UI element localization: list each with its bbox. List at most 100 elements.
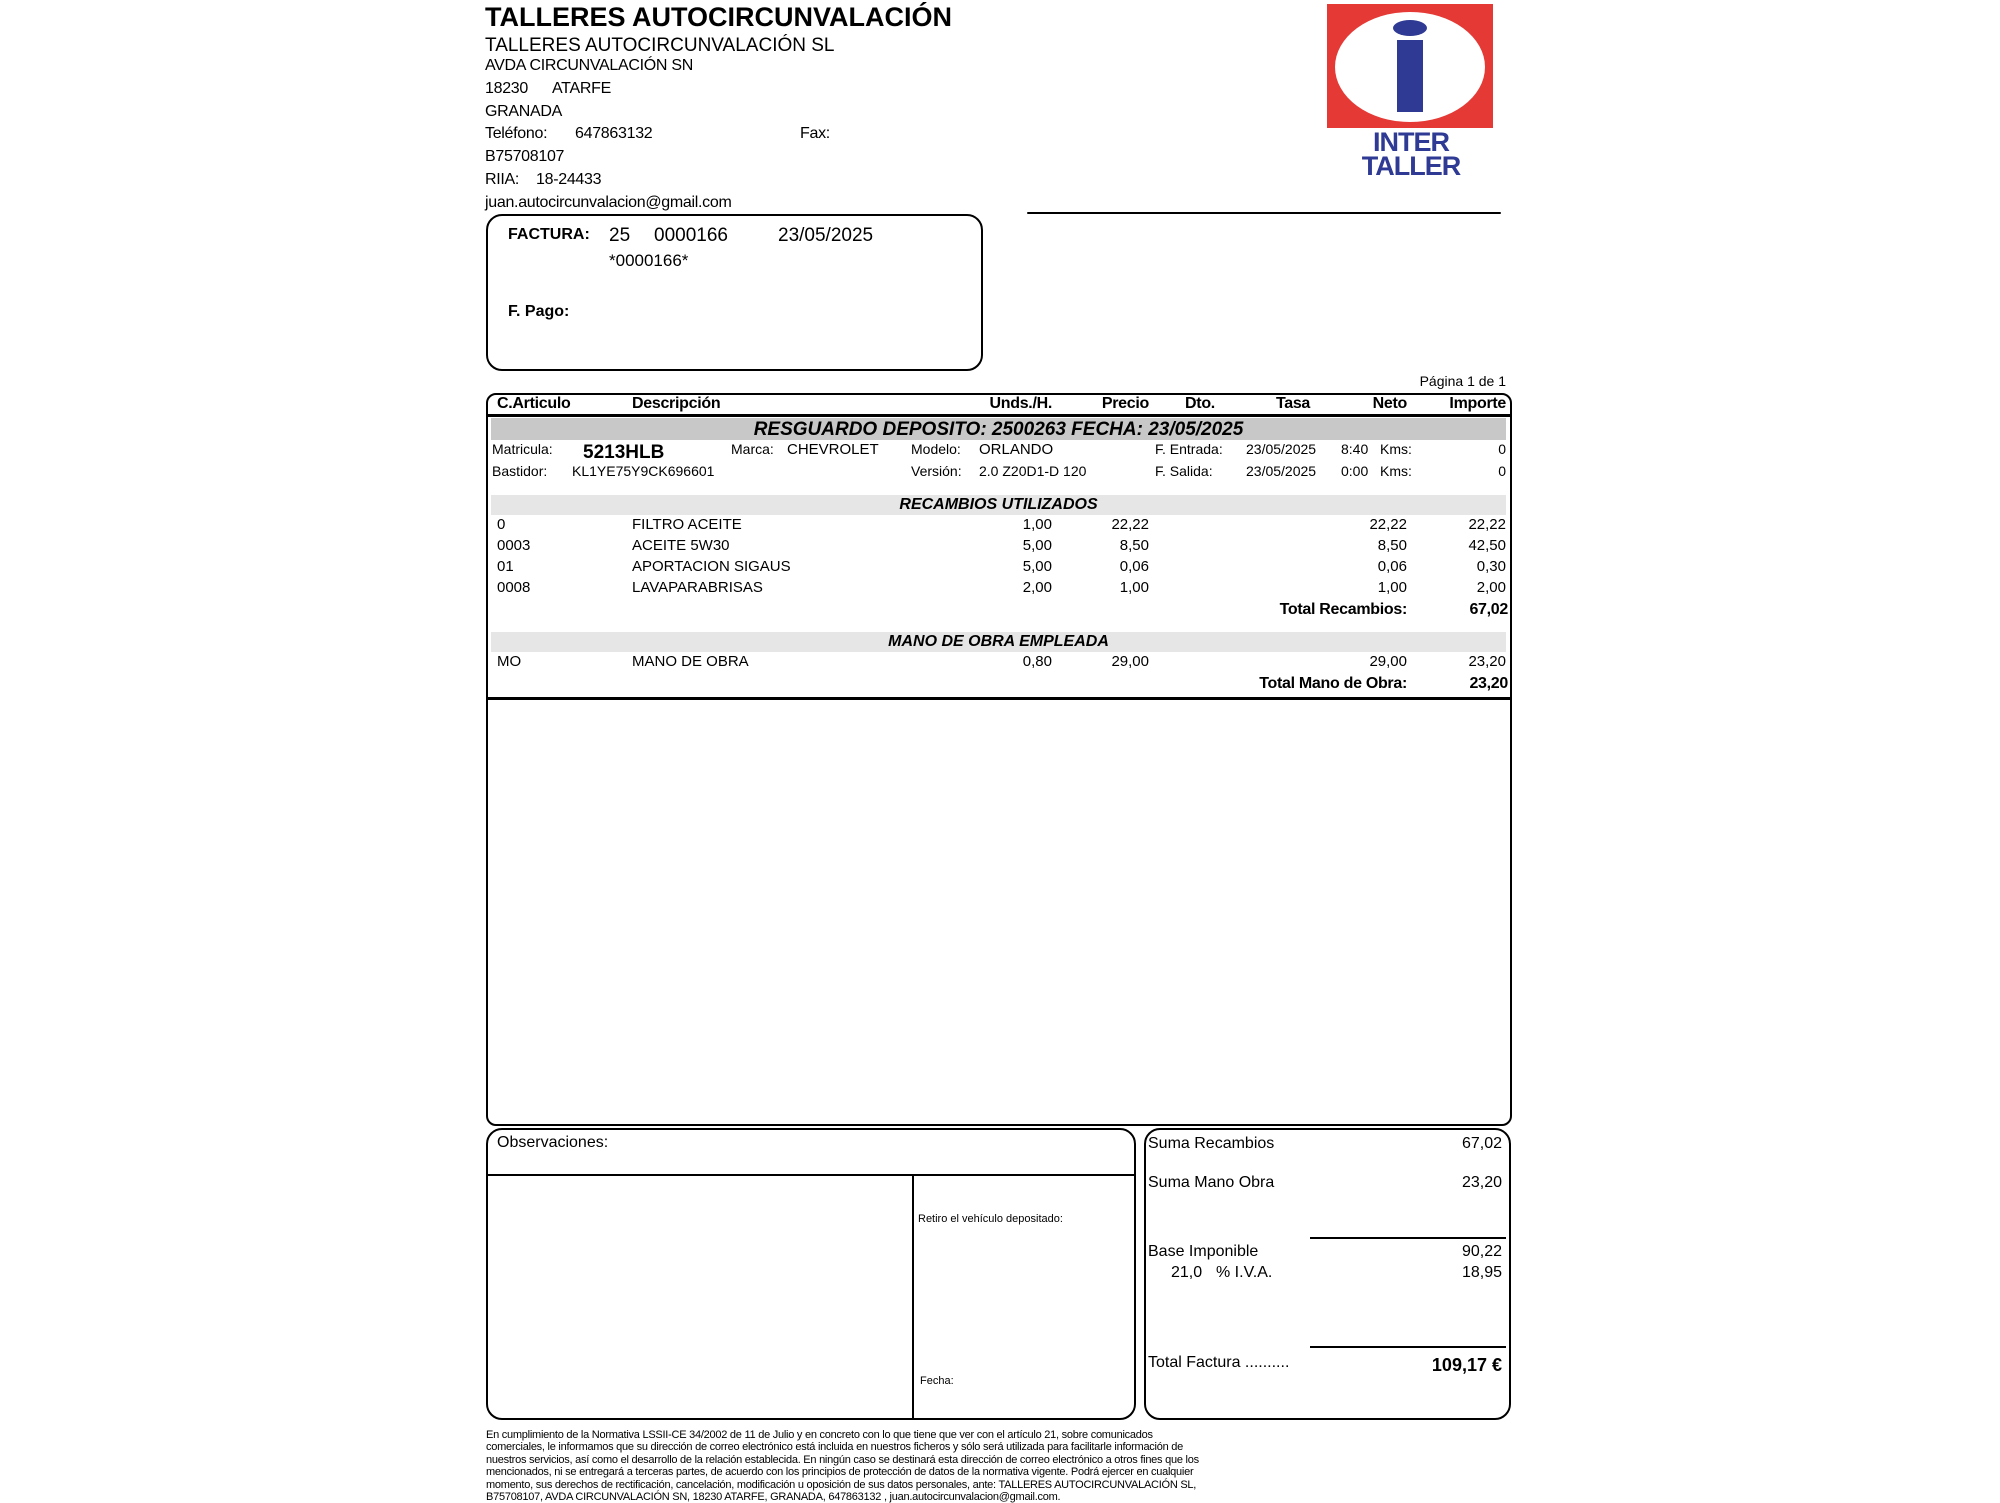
- item-code: 0008: [497, 579, 531, 596]
- company-cif: B75708107: [485, 148, 565, 165]
- entry-kms: 0: [1498, 441, 1506, 457]
- logo-text-inter: INTER: [1373, 127, 1450, 157]
- signature-divider: [912, 1175, 914, 1418]
- header-rate: Tasa: [1275, 395, 1311, 412]
- observations-label: Observaciones:: [497, 1134, 609, 1151]
- company-title: TALLERES AUTOCIRCUNVALACIÓN: [485, 2, 952, 32]
- total-label: Total Factura ..........: [1148, 1354, 1290, 1371]
- deposit-title: RESGUARDO DEPOSITO: 2500263 FECHA: 23/05…: [753, 419, 1244, 440]
- item-description: FILTRO ACEITE: [632, 516, 742, 533]
- observations-box: [486, 1128, 1136, 1420]
- item-net: 0,06: [1377, 558, 1407, 575]
- exit-label: F. Salida:: [1155, 463, 1213, 479]
- summary-box: [1144, 1128, 1511, 1420]
- invoice-series: 25: [609, 225, 631, 246]
- item-code: 0003: [497, 537, 531, 554]
- item-code: 01: [497, 558, 514, 575]
- invoice-box: [486, 214, 983, 371]
- entry-date: 23/05/2025: [1246, 441, 1317, 457]
- item-amount: 23,20: [1468, 653, 1506, 670]
- base-label: Base Imponible: [1148, 1243, 1259, 1260]
- item-units: 2,00: [1022, 579, 1052, 596]
- item-amount: 42,50: [1468, 537, 1506, 554]
- items-end-line: [488, 697, 1510, 700]
- company-postal: 18230: [485, 80, 528, 97]
- exit-kms-label: Kms:: [1380, 463, 1412, 479]
- item-net: 1,00: [1377, 579, 1407, 596]
- vat-rate: 21,0: [1171, 1264, 1203, 1281]
- item-price: 22,22: [1111, 516, 1149, 533]
- header-price: Precio: [1101, 395, 1149, 412]
- vat-label: % I.V.A.: [1216, 1264, 1273, 1281]
- item-code: 0: [497, 516, 506, 533]
- plate: 5213HLB: [583, 442, 665, 463]
- vin: KL1YE75Y9CK696601: [572, 463, 715, 479]
- sum-parts-label: Suma Recambios: [1148, 1135, 1275, 1152]
- total-line: [1310, 1346, 1506, 1348]
- company-province: GRANADA: [485, 103, 563, 120]
- parts-band: [491, 495, 1506, 515]
- legal-notice: En cumplimiento de la Normativa LSSII-CE…: [486, 1429, 1199, 1503]
- payment-label: F. Pago:: [508, 303, 570, 320]
- exit-kms: 0: [1498, 463, 1506, 479]
- item-price: 29,00: [1111, 653, 1149, 670]
- header-net: Neto: [1372, 395, 1408, 412]
- brand: CHEVROLET: [787, 441, 879, 458]
- legal-line: nuestros servicios, así como el desarrol…: [486, 1453, 1199, 1466]
- header-divider: [488, 414, 1510, 417]
- vin-label: Bastidor:: [492, 463, 548, 479]
- item-units: 5,00: [1022, 537, 1052, 554]
- parts-title: RECAMBIOS UTILIZADOS: [899, 496, 1098, 513]
- company-riia: 18-24433: [536, 171, 602, 188]
- company-city: ATARFE: [552, 80, 611, 97]
- labor-total-label: Total Mano de Obra:: [1259, 675, 1407, 692]
- entry-label: F. Entrada:: [1155, 441, 1223, 457]
- item-description: APORTACION SIGAUS: [632, 558, 791, 575]
- item-net: 22,22: [1369, 516, 1407, 533]
- legal-line: momento, sus derechos de rectificación, …: [486, 1478, 1197, 1491]
- company-name: TALLERES AUTOCIRCUNVALACIÓN SL: [485, 35, 835, 56]
- legal-line: mencionados, ni se entregará a terceras …: [486, 1466, 1194, 1479]
- invoice-date: 23/05/2025: [778, 225, 874, 246]
- item-amount: 22,22: [1468, 516, 1506, 533]
- company-phone: 647863132: [575, 125, 653, 142]
- company-email: juan.autocircunvalacion@gmail.com: [485, 194, 732, 211]
- invoice-number: 0000166: [654, 225, 728, 246]
- page-number: Página 1 de 1: [1419, 373, 1506, 389]
- item-description: MANO DE OBRA: [632, 653, 749, 670]
- logo-text-taller: TALLER: [1361, 151, 1461, 181]
- sum-labor-label: Suma Mano Obra: [1148, 1174, 1275, 1191]
- sum-parts: 67,02: [1461, 1135, 1502, 1152]
- legal-line: B75708107, AVDA CIRCUNVALACIÓN SN, 18230…: [486, 1491, 1061, 1503]
- item-price: 8,50: [1119, 537, 1149, 554]
- brand-label: Marca:: [731, 441, 774, 457]
- item-amount: 2,00: [1476, 579, 1506, 596]
- model-label: Modelo:: [911, 441, 961, 457]
- legal-line: comerciales, le informamos que su direcc…: [486, 1441, 1184, 1454]
- item-description: ACEITE 5W30: [632, 537, 730, 554]
- item-units: 5,00: [1022, 558, 1052, 575]
- exit-date: 23/05/2025: [1246, 463, 1317, 479]
- parts-total: 67,02: [1469, 601, 1508, 618]
- entry-time: 8:40: [1341, 441, 1369, 457]
- header-discount: Dto.: [1185, 395, 1215, 412]
- legal-line: En cumplimiento de la Normativa LSSII-CE…: [486, 1429, 1153, 1441]
- riia-label: RIIA:: [485, 171, 520, 188]
- parts-total-label: Total Recambios:: [1279, 601, 1408, 618]
- version: 2.0 Z20D1-D 120: [979, 463, 1087, 479]
- phone-label: Teléfono:: [485, 125, 548, 142]
- base-line: [1310, 1237, 1506, 1239]
- entry-kms-label: Kms:: [1380, 441, 1412, 457]
- invoice-barcode: *0000166*: [609, 251, 689, 270]
- pickup-label: Retiro el vehículo depositado:: [918, 1213, 1063, 1225]
- item-units: 1,00: [1022, 516, 1052, 533]
- item-price: 1,00: [1119, 579, 1149, 596]
- item-price: 0,06: [1119, 558, 1149, 575]
- fax-label: Fax:: [800, 125, 830, 142]
- observations-divider: [488, 1174, 1134, 1176]
- total-amount: 109,17 €: [1431, 1355, 1502, 1375]
- model: ORLANDO: [979, 441, 1054, 458]
- invoice-label: FACTURA:: [508, 226, 590, 243]
- items-table: [486, 393, 1512, 1126]
- plate-label: Matricula:: [492, 441, 553, 457]
